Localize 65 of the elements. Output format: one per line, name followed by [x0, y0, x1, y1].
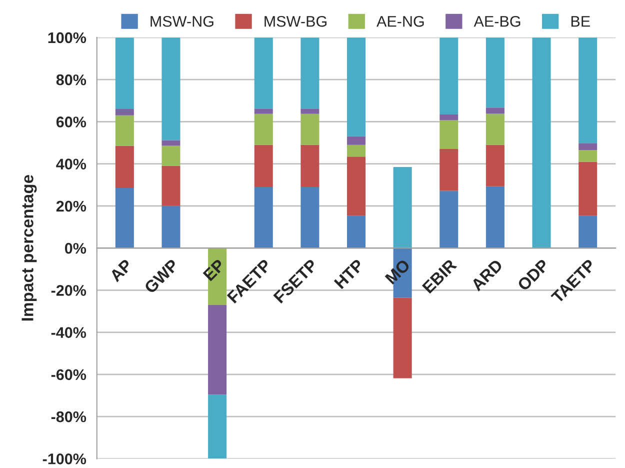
legend-label: BE: [571, 16, 590, 27]
bar: [300, 144, 320, 187]
bar: [162, 37, 180, 140]
x-tick-label: MO: [384, 258, 411, 285]
bar: [578, 150, 598, 162]
legend-label: MSW-BG: [264, 16, 326, 27]
y-tick-label: -20%: [51, 285, 86, 296]
legend-label: AE-BG: [474, 16, 520, 27]
y-tick-label: -60%: [51, 369, 86, 380]
bar: [578, 162, 598, 216]
bar: [208, 394, 227, 459]
bar: [440, 37, 458, 115]
bar: [254, 144, 273, 187]
y-tick-label: 80%: [56, 74, 86, 86]
bar: [208, 304, 227, 395]
x-tick-label: AP: [109, 258, 133, 282]
bar: [115, 188, 134, 248]
y-tick-label: -40%: [51, 327, 86, 338]
bar: [115, 109, 134, 116]
bar: [162, 140, 180, 146]
y-tick-label: -80%: [51, 411, 86, 422]
bar: [440, 120, 458, 150]
bar: [254, 186, 273, 248]
bar: [300, 108, 320, 114]
bar: [578, 143, 598, 150]
bar: [486, 37, 504, 108]
bar: [254, 37, 273, 109]
y-tick-label: 60%: [56, 116, 86, 128]
x-tick-label: EP: [202, 258, 226, 282]
bar: [115, 115, 134, 146]
legend-label: AE-NG: [376, 16, 424, 27]
bar: [115, 37, 134, 110]
bar: [346, 156, 366, 216]
bar: [578, 216, 598, 248]
bar: [162, 206, 180, 248]
bar: [346, 136, 366, 145]
bar: [346, 144, 366, 157]
bar: [300, 114, 320, 145]
bar: [486, 186, 504, 248]
bar: [440, 190, 458, 248]
bar: [578, 37, 598, 144]
bar: [532, 37, 551, 248]
bar: [346, 37, 366, 136]
y-tick-label: 0%: [64, 242, 86, 254]
bar: [115, 146, 134, 188]
bar: [486, 113, 504, 145]
bar: [486, 144, 504, 186]
bar: [300, 37, 320, 109]
bar: [440, 149, 458, 191]
bar: [346, 216, 366, 248]
y-tick-label: 40%: [56, 158, 86, 170]
y-tick-label: 20%: [56, 200, 86, 212]
y-axis-title: Impact percentage: [22, 174, 37, 321]
bar: [393, 298, 412, 378]
y-tick-label: 100%: [48, 32, 86, 44]
bar: [254, 114, 273, 145]
bar: [393, 166, 412, 248]
bar: [254, 108, 273, 114]
bar: [486, 108, 504, 114]
y-tick-label: -100%: [42, 454, 86, 464]
legend-label: MSW-NG: [150, 16, 214, 27]
bar: [162, 166, 180, 206]
bar: [162, 146, 180, 166]
bar: [440, 114, 458, 120]
bar: [300, 186, 320, 248]
